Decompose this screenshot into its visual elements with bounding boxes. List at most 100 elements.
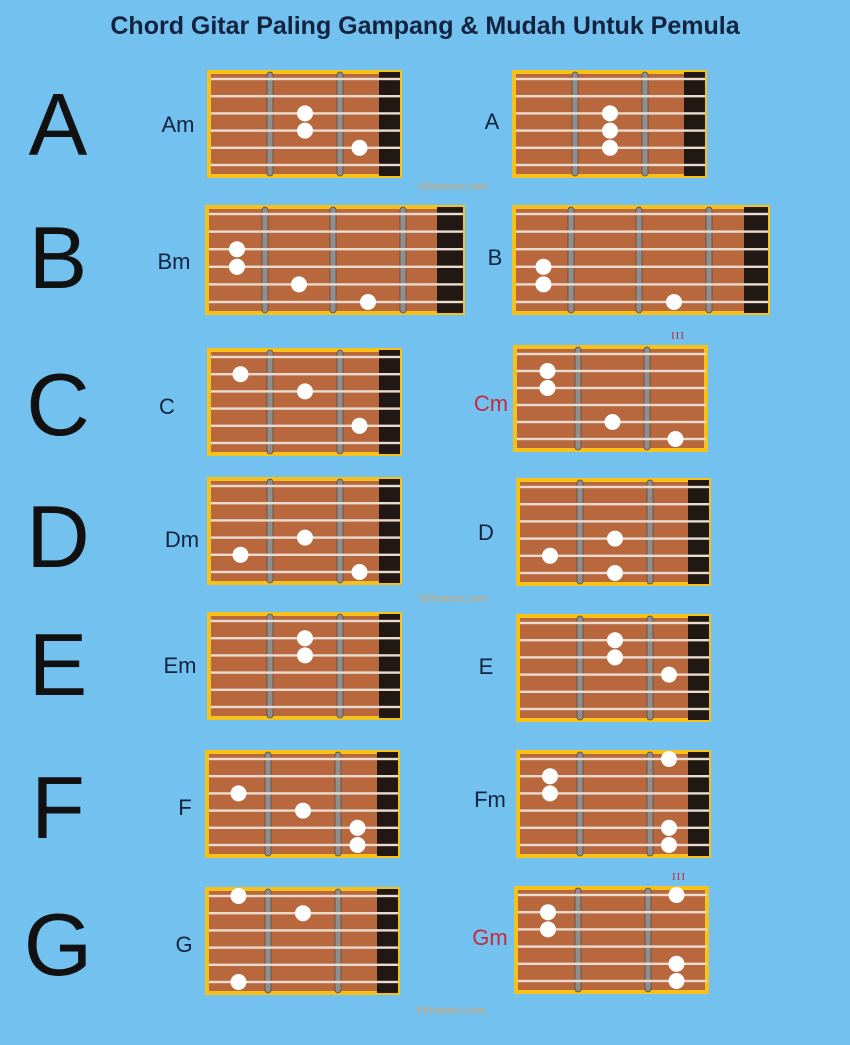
finger-dot xyxy=(297,647,313,664)
nut-am xyxy=(379,72,400,176)
finger-dot xyxy=(351,564,368,580)
guitar-string xyxy=(209,929,398,932)
guitar-string xyxy=(209,265,463,268)
watermark: bilismera.com xyxy=(418,178,488,193)
guitar-string xyxy=(520,757,709,761)
guitar-string xyxy=(211,163,400,167)
finger-dot xyxy=(539,380,556,396)
chord-label-am: Am xyxy=(161,112,195,137)
guitar-string xyxy=(211,688,400,691)
guitar-string xyxy=(520,809,709,812)
nut-fm xyxy=(688,752,709,856)
finger-dot xyxy=(661,819,677,836)
guitar-string xyxy=(211,553,400,556)
guitar-string xyxy=(516,212,768,216)
finger-dot xyxy=(542,785,558,802)
finger-dot xyxy=(602,105,618,122)
guitar-string xyxy=(520,520,709,523)
page-title: Chord Gitar Paling Gampang & Mudah Untuk… xyxy=(110,12,740,40)
watermark: bilismera.com xyxy=(418,590,488,605)
chord-label-cm: Cm xyxy=(473,391,509,416)
guitar-string xyxy=(209,230,463,233)
row-letter-c: C xyxy=(26,355,90,454)
guitar-string xyxy=(516,300,768,304)
finger-dot xyxy=(230,888,247,904)
guitar-string xyxy=(211,502,400,505)
guitar-string xyxy=(520,690,709,693)
finger-dot xyxy=(602,122,618,139)
finger-dot xyxy=(232,366,249,383)
guitar-string xyxy=(520,554,709,557)
fret-wire xyxy=(576,479,584,585)
nut-d xyxy=(688,480,709,584)
fret-wire xyxy=(567,206,575,314)
chord-label-b: B xyxy=(487,245,503,270)
guitar-string xyxy=(209,248,463,251)
finger-dot xyxy=(661,666,677,683)
nut-em xyxy=(379,614,400,718)
barre-position-label: III xyxy=(672,871,686,883)
fret-wire xyxy=(574,887,582,993)
finger-dot xyxy=(539,363,556,379)
guitar-string xyxy=(520,485,709,489)
guitar-string xyxy=(520,775,709,778)
nut-e xyxy=(688,616,709,720)
guitar-string xyxy=(211,146,400,149)
guitar-string xyxy=(211,95,400,98)
chord-label-em: Em xyxy=(163,653,197,678)
fret-wire xyxy=(641,71,649,177)
finger-dot xyxy=(668,887,685,903)
row-letter-d: D xyxy=(26,487,90,586)
nut-b xyxy=(744,207,768,313)
finger-dot xyxy=(297,105,313,122)
finger-dot xyxy=(360,294,376,310)
guitar-string xyxy=(209,843,398,847)
guitar-string xyxy=(211,424,400,427)
finger-dot xyxy=(540,904,556,921)
finger-dot xyxy=(295,905,311,922)
chord-label-e: E xyxy=(478,654,494,679)
guitar-string xyxy=(211,570,400,574)
guitar-string xyxy=(209,792,398,795)
guitar-string xyxy=(209,946,398,949)
finger-dot xyxy=(540,921,556,938)
fret-wire xyxy=(336,478,344,584)
guitar-string xyxy=(520,792,709,795)
finger-dot xyxy=(295,802,311,819)
guitar-string xyxy=(518,945,707,948)
chord-label-g: G xyxy=(175,932,193,957)
nut-dm xyxy=(379,479,400,583)
guitar-string xyxy=(517,369,706,373)
finger-dot xyxy=(349,837,366,853)
finger-dot xyxy=(229,258,245,275)
guitar-string xyxy=(518,911,707,914)
guitar-string xyxy=(209,894,398,898)
guitar-string xyxy=(516,283,768,286)
finger-dot xyxy=(604,414,621,430)
guitar-string xyxy=(211,441,400,445)
guitar-string xyxy=(516,163,705,167)
finger-dot xyxy=(297,122,313,139)
guitar-string xyxy=(209,212,463,216)
row-letter-a: A xyxy=(28,75,88,174)
finger-dot xyxy=(661,837,677,853)
finger-dot xyxy=(607,565,623,581)
guitar-string xyxy=(520,503,709,506)
watermark: bilismera.com xyxy=(416,1002,486,1017)
fret-wire xyxy=(646,615,654,721)
finger-dot xyxy=(230,785,247,802)
fret-wire xyxy=(266,71,274,177)
finger-dot xyxy=(661,751,677,767)
guitar-string xyxy=(209,300,463,304)
guitar-string xyxy=(516,248,768,251)
fret-wire xyxy=(261,206,269,314)
finger-dot xyxy=(291,276,307,293)
finger-dot xyxy=(297,630,313,647)
chord-label-d: D xyxy=(478,520,494,545)
chord-label-gm: Gm xyxy=(472,925,508,950)
nut-bm xyxy=(437,207,463,313)
fret-wire xyxy=(336,613,344,719)
guitar-string xyxy=(517,403,706,407)
finger-dot xyxy=(666,294,682,310)
